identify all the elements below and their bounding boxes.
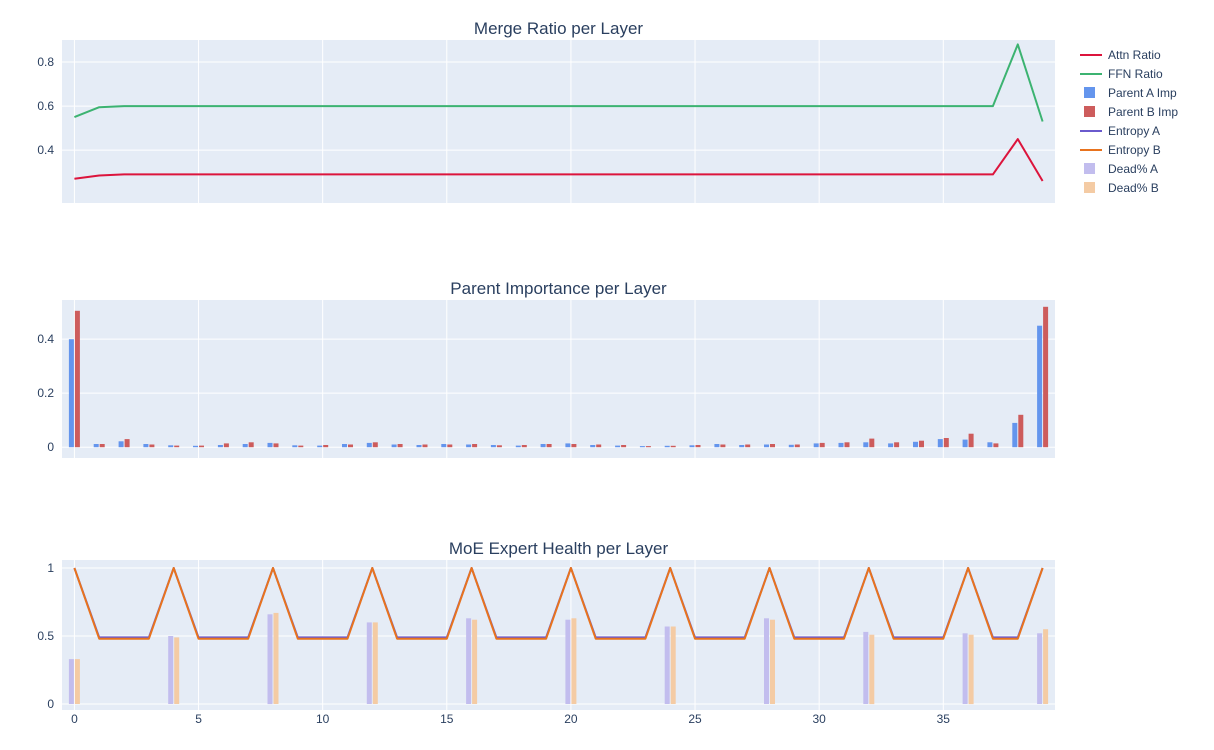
legend-label: Parent B Imp [1108, 104, 1179, 119]
legend-item-attn-ratio[interactable]: Attn Ratio [1080, 45, 1178, 64]
legend-item-parent-b-imp[interactable]: Parent B Imp [1080, 102, 1178, 121]
ffn-ratio-line-swatch [1080, 72, 1102, 75]
parent-b-imp-square-swatch [1084, 106, 1095, 117]
dead-b-square-swatch [1084, 182, 1095, 193]
line-attn-ratio [74, 138, 1044, 182]
y-axis-tick-labels: 00.51 [37, 561, 54, 711]
chart-title-moe-expert-health: MoE Expert Health per Layer [448, 539, 669, 558]
legend-label: Entropy B [1108, 142, 1161, 157]
entropy-b-line-swatch [1080, 148, 1102, 151]
legend-label: Attn Ratio [1108, 47, 1161, 62]
parent-a-imp-square-swatch [1084, 87, 1095, 98]
svg-text:0: 0 [47, 697, 54, 711]
bars-dead-b [74, 612, 1049, 705]
svg-text:30: 30 [812, 712, 826, 726]
svg-text:0.2: 0.2 [37, 386, 54, 400]
svg-text:0.8: 0.8 [37, 55, 54, 69]
chart-title-parent-importance: Parent Importance per Layer [450, 279, 667, 298]
legend-label: Parent A Imp [1108, 85, 1177, 100]
line-ffn-ratio [74, 43, 1044, 122]
plot-moe-expert-health: 00.510 5 10 15 20 25 30 35 [37, 560, 1055, 726]
y-axis-tick-labels: 0 0.2 0.4 [37, 332, 54, 454]
legend-label: Entropy A [1108, 123, 1161, 138]
svg-text:20: 20 [564, 712, 578, 726]
svg-text:25: 25 [688, 712, 702, 726]
plot-parent-importance: 0 0.2 0.4 [37, 300, 1055, 458]
legend: Attn Ratio FFN Ratio Parent A Imp Parent B … [1080, 45, 1178, 197]
chart-title-merge-ratio: Merge Ratio per Layer [473, 19, 644, 38]
legend-item-dead-b[interactable]: Dead% B [1080, 178, 1178, 197]
legend-item-entropy-a[interactable]: Entropy A [1080, 121, 1178, 140]
legend-item-ffn-ratio[interactable]: FFN Ratio [1080, 64, 1178, 83]
svg-text:5: 5 [195, 712, 202, 726]
svg-text:0.5: 0.5 [37, 629, 54, 643]
svg-text:0.4: 0.4 [37, 143, 54, 157]
legend-item-parent-a-imp[interactable]: Parent A Imp [1080, 83, 1178, 102]
legend-label: FFN Ratio [1108, 66, 1163, 81]
svg-text:1: 1 [47, 561, 54, 575]
svg-text:10: 10 [316, 712, 330, 726]
attn-ratio-line-swatch [1080, 53, 1102, 56]
svg-text:35: 35 [937, 712, 951, 726]
plot-background [62, 300, 1055, 458]
svg-text:15: 15 [440, 712, 454, 726]
plot-merge-ratio: 0.4 0.6 0.8 [37, 40, 1055, 203]
bars-parent-a-imp [68, 325, 1043, 448]
line-entropy-b [73, 567, 1044, 640]
legend-label: Dead% A [1108, 161, 1159, 176]
svg-text:0: 0 [71, 712, 78, 726]
legend-item-dead-a[interactable]: Dead% A [1080, 159, 1178, 178]
entropy-a-line-swatch [1080, 129, 1102, 132]
dead-a-square-swatch [1084, 163, 1095, 174]
bars-dead-a [68, 614, 1043, 705]
svg-text:0.4: 0.4 [37, 332, 54, 346]
y-axis-tick-labels: 0.4 0.6 0.8 [37, 55, 54, 157]
svg-text:0: 0 [47, 440, 54, 454]
svg-text:0.6: 0.6 [37, 99, 54, 113]
x-axis-tick-labels: 0 5 10 15 20 25 30 35 [71, 712, 950, 726]
bars-parent-b-imp [74, 306, 1049, 448]
legend-label: Dead% B [1108, 180, 1159, 195]
plot-background [62, 40, 1055, 203]
legend-item-entropy-b[interactable]: Entropy B [1080, 140, 1178, 159]
plot-background [62, 560, 1055, 710]
